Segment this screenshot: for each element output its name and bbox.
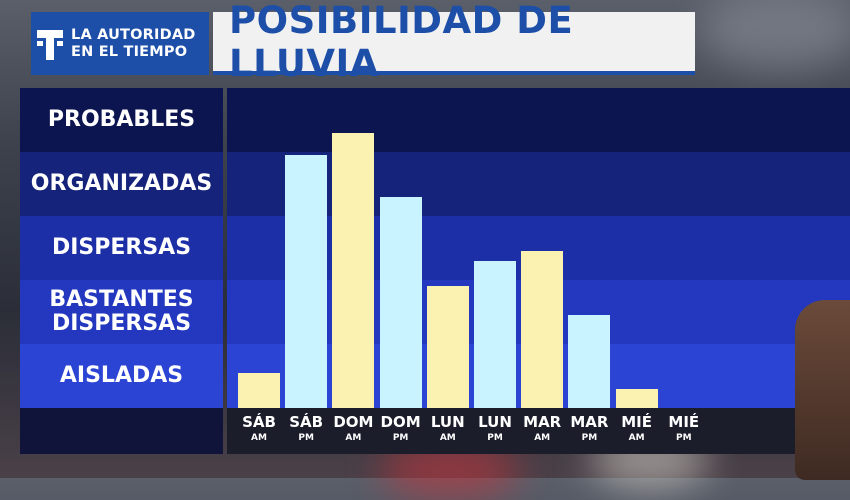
y-label: DISPERSAS [20, 216, 223, 280]
x-tick-label: LUN PM [470, 414, 520, 444]
x-tick-label: SÁB AM [234, 414, 284, 444]
band-0 [227, 88, 850, 152]
bar [474, 260, 516, 408]
x-tick-day: MIÉ [621, 413, 652, 431]
x-tick-label: DOM AM [328, 414, 378, 444]
title-banner: POSIBILIDAD DE LLUVIA [213, 0, 695, 85]
logo-line-1: LA AUTORIDAD [71, 26, 196, 43]
x-tick-day: MAR [523, 413, 562, 431]
x-tick-day: MAR [570, 413, 609, 431]
x-tick-day: SÁB [289, 413, 324, 431]
x-tick-period: AM [345, 433, 362, 443]
logo-line-2: EN EL TIEMPO [71, 43, 188, 60]
bar [426, 286, 469, 408]
x-tick-day: DOM [333, 413, 374, 431]
y-label: PROBABLES [20, 88, 223, 152]
x-tick-label: MIÉ AM [612, 414, 662, 444]
x-tick-period: PM [298, 433, 314, 443]
x-tick-label: LUN AM [423, 414, 473, 444]
y-label: AISLADAS [20, 344, 223, 408]
logo-text: LA AUTORIDAD EN EL TIEMPO [71, 27, 196, 61]
bar [379, 196, 422, 408]
station-logo: LA AUTORIDAD EN EL TIEMPO [31, 12, 209, 75]
x-tick-day: DOM [380, 413, 421, 431]
x-tick-label: MAR PM [564, 414, 614, 444]
telemundo-t-icon [35, 24, 65, 64]
x-tick-day: LUN [430, 413, 465, 431]
background-light [700, 0, 850, 70]
x-tick-day: LUN [478, 413, 512, 431]
presenter-arm [795, 300, 850, 480]
x-tick-period: PM [392, 433, 409, 443]
x-tick-period: PM [581, 433, 598, 443]
bar [521, 251, 564, 408]
x-tick-day: SÁB [242, 413, 276, 431]
x-tick-period: PM [676, 433, 692, 443]
bar [568, 315, 611, 408]
y-axis-labels: PROBABLES ORGANIZADAS DISPERSAS BASTANTES D… [20, 88, 223, 454]
x-tick-label: DOM PM [376, 414, 426, 444]
plot-area: SÁB AM SÁB PM DOM AM DOM PM LUN AM LUN PM MAR AM MAR PM… [227, 88, 850, 454]
x-tick-period: PM [487, 433, 503, 443]
bar [285, 155, 328, 408]
chart-title: POSIBILIDAD DE LLUVIA [229, 0, 574, 85]
bar [332, 132, 375, 408]
rain-chance-chart: PROBABLES ORGANIZADAS DISPERSAS BASTANTES D… [20, 88, 850, 454]
x-tick-period: AM [251, 433, 267, 443]
x-tick-label: SÁB PM [281, 414, 331, 444]
x-axis-strip [227, 408, 850, 454]
x-tick-label: MIÉ PM [659, 414, 709, 444]
bar [615, 388, 658, 408]
x-tick-label: MAR AM [517, 414, 567, 444]
bar [238, 372, 280, 408]
y-label: BASTANTES DISPERSAS [20, 280, 223, 344]
x-tick-period: AM [439, 433, 456, 443]
x-tick-day: MIÉ [668, 413, 700, 431]
x-tick-period: AM [628, 433, 645, 443]
y-label: ORGANIZADAS [20, 152, 223, 216]
band-1 [227, 152, 850, 216]
x-tick-period: AM [534, 433, 551, 443]
